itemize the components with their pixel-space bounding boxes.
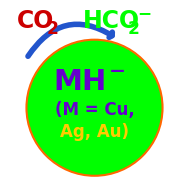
Text: −: − <box>137 4 151 22</box>
Text: CO: CO <box>17 9 54 33</box>
Circle shape <box>26 40 163 176</box>
Text: HCO: HCO <box>83 9 140 33</box>
Text: (M = Cu,: (M = Cu, <box>55 101 134 119</box>
Text: −: − <box>109 62 126 81</box>
Text: 2: 2 <box>127 20 139 38</box>
Text: 2: 2 <box>46 20 58 38</box>
Text: MH: MH <box>53 68 106 96</box>
Text: Ag, Au): Ag, Au) <box>60 123 129 141</box>
